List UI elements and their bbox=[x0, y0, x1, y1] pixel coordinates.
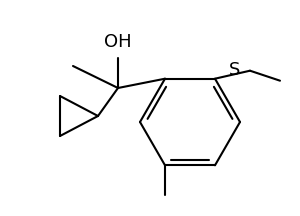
Text: S: S bbox=[229, 61, 240, 79]
Text: OH: OH bbox=[104, 33, 132, 51]
